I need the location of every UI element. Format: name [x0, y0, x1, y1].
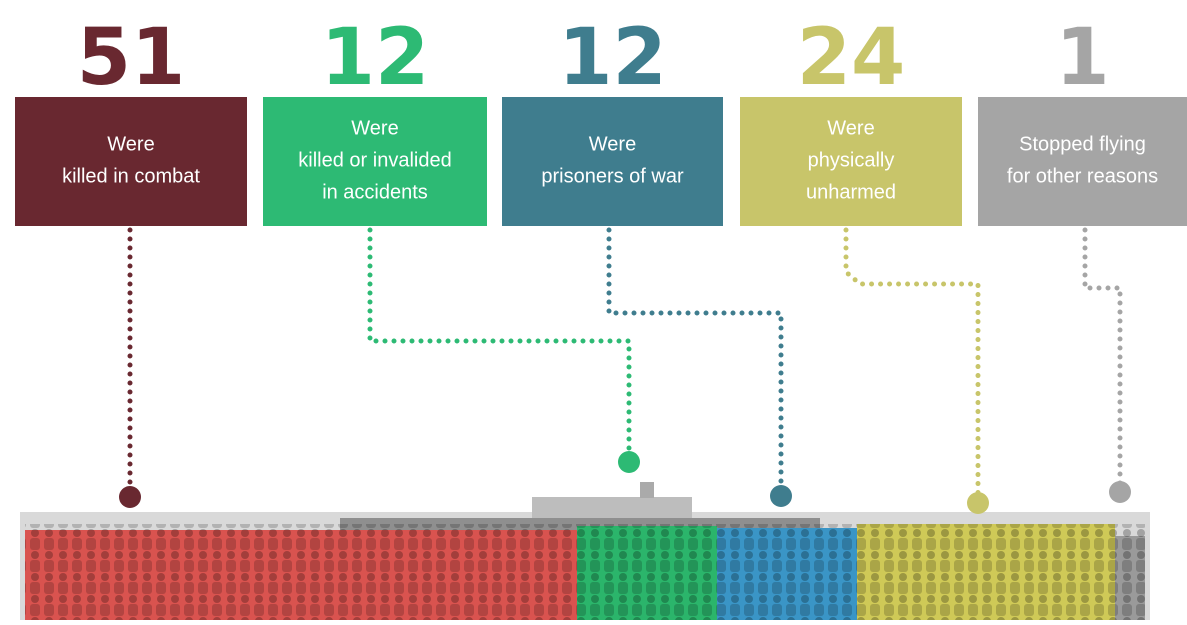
item-number: 51 — [77, 13, 186, 103]
item-label-line: prisoners of war — [541, 165, 684, 187]
item-number: 24 — [797, 13, 906, 103]
item-label-line: killed in combat — [62, 165, 200, 187]
chimney — [640, 482, 654, 498]
infographic: 51 Were killed in combat 12 Were killed or in… — [0, 0, 1187, 625]
connector-dot — [119, 486, 141, 508]
connector-dot — [618, 451, 640, 473]
connector-dot — [770, 485, 792, 507]
item: 51 Were killed in combat — [15, 13, 247, 508]
item-label-line: for other reasons — [1007, 165, 1158, 187]
connector — [846, 230, 978, 503]
connector — [1085, 230, 1120, 492]
item-number: 12 — [321, 13, 430, 103]
item-label-line: Were — [589, 133, 636, 155]
item-number: 12 — [558, 13, 667, 103]
item-label-line: unharmed — [806, 181, 896, 203]
item-label-line: Were — [351, 117, 398, 139]
item-label-line: killed or invalided — [298, 149, 451, 171]
item-label-line: in accidents — [322, 181, 428, 203]
item-label-line: Were — [107, 133, 154, 155]
items: 51 Were killed in combat 12 Were killed or in… — [15, 13, 1187, 514]
item-box — [15, 97, 247, 226]
connector-dot — [1109, 481, 1131, 503]
item-label-line: Were — [827, 117, 874, 139]
item: 12 Were prisoners of war — [502, 13, 792, 507]
item-box — [978, 97, 1187, 226]
item-label-line: Stopped flying — [1019, 133, 1146, 155]
item: 24 Were physically unharmed — [740, 13, 989, 514]
item-label-line: physically — [808, 149, 895, 171]
crowd-texture — [25, 524, 1145, 620]
building — [532, 497, 692, 521]
item-box — [502, 97, 723, 226]
item-number: 1 — [1055, 13, 1109, 103]
connector — [370, 230, 629, 462]
item: 1 Stopped flying for other reasons — [978, 13, 1187, 503]
connector-dot — [967, 492, 989, 514]
